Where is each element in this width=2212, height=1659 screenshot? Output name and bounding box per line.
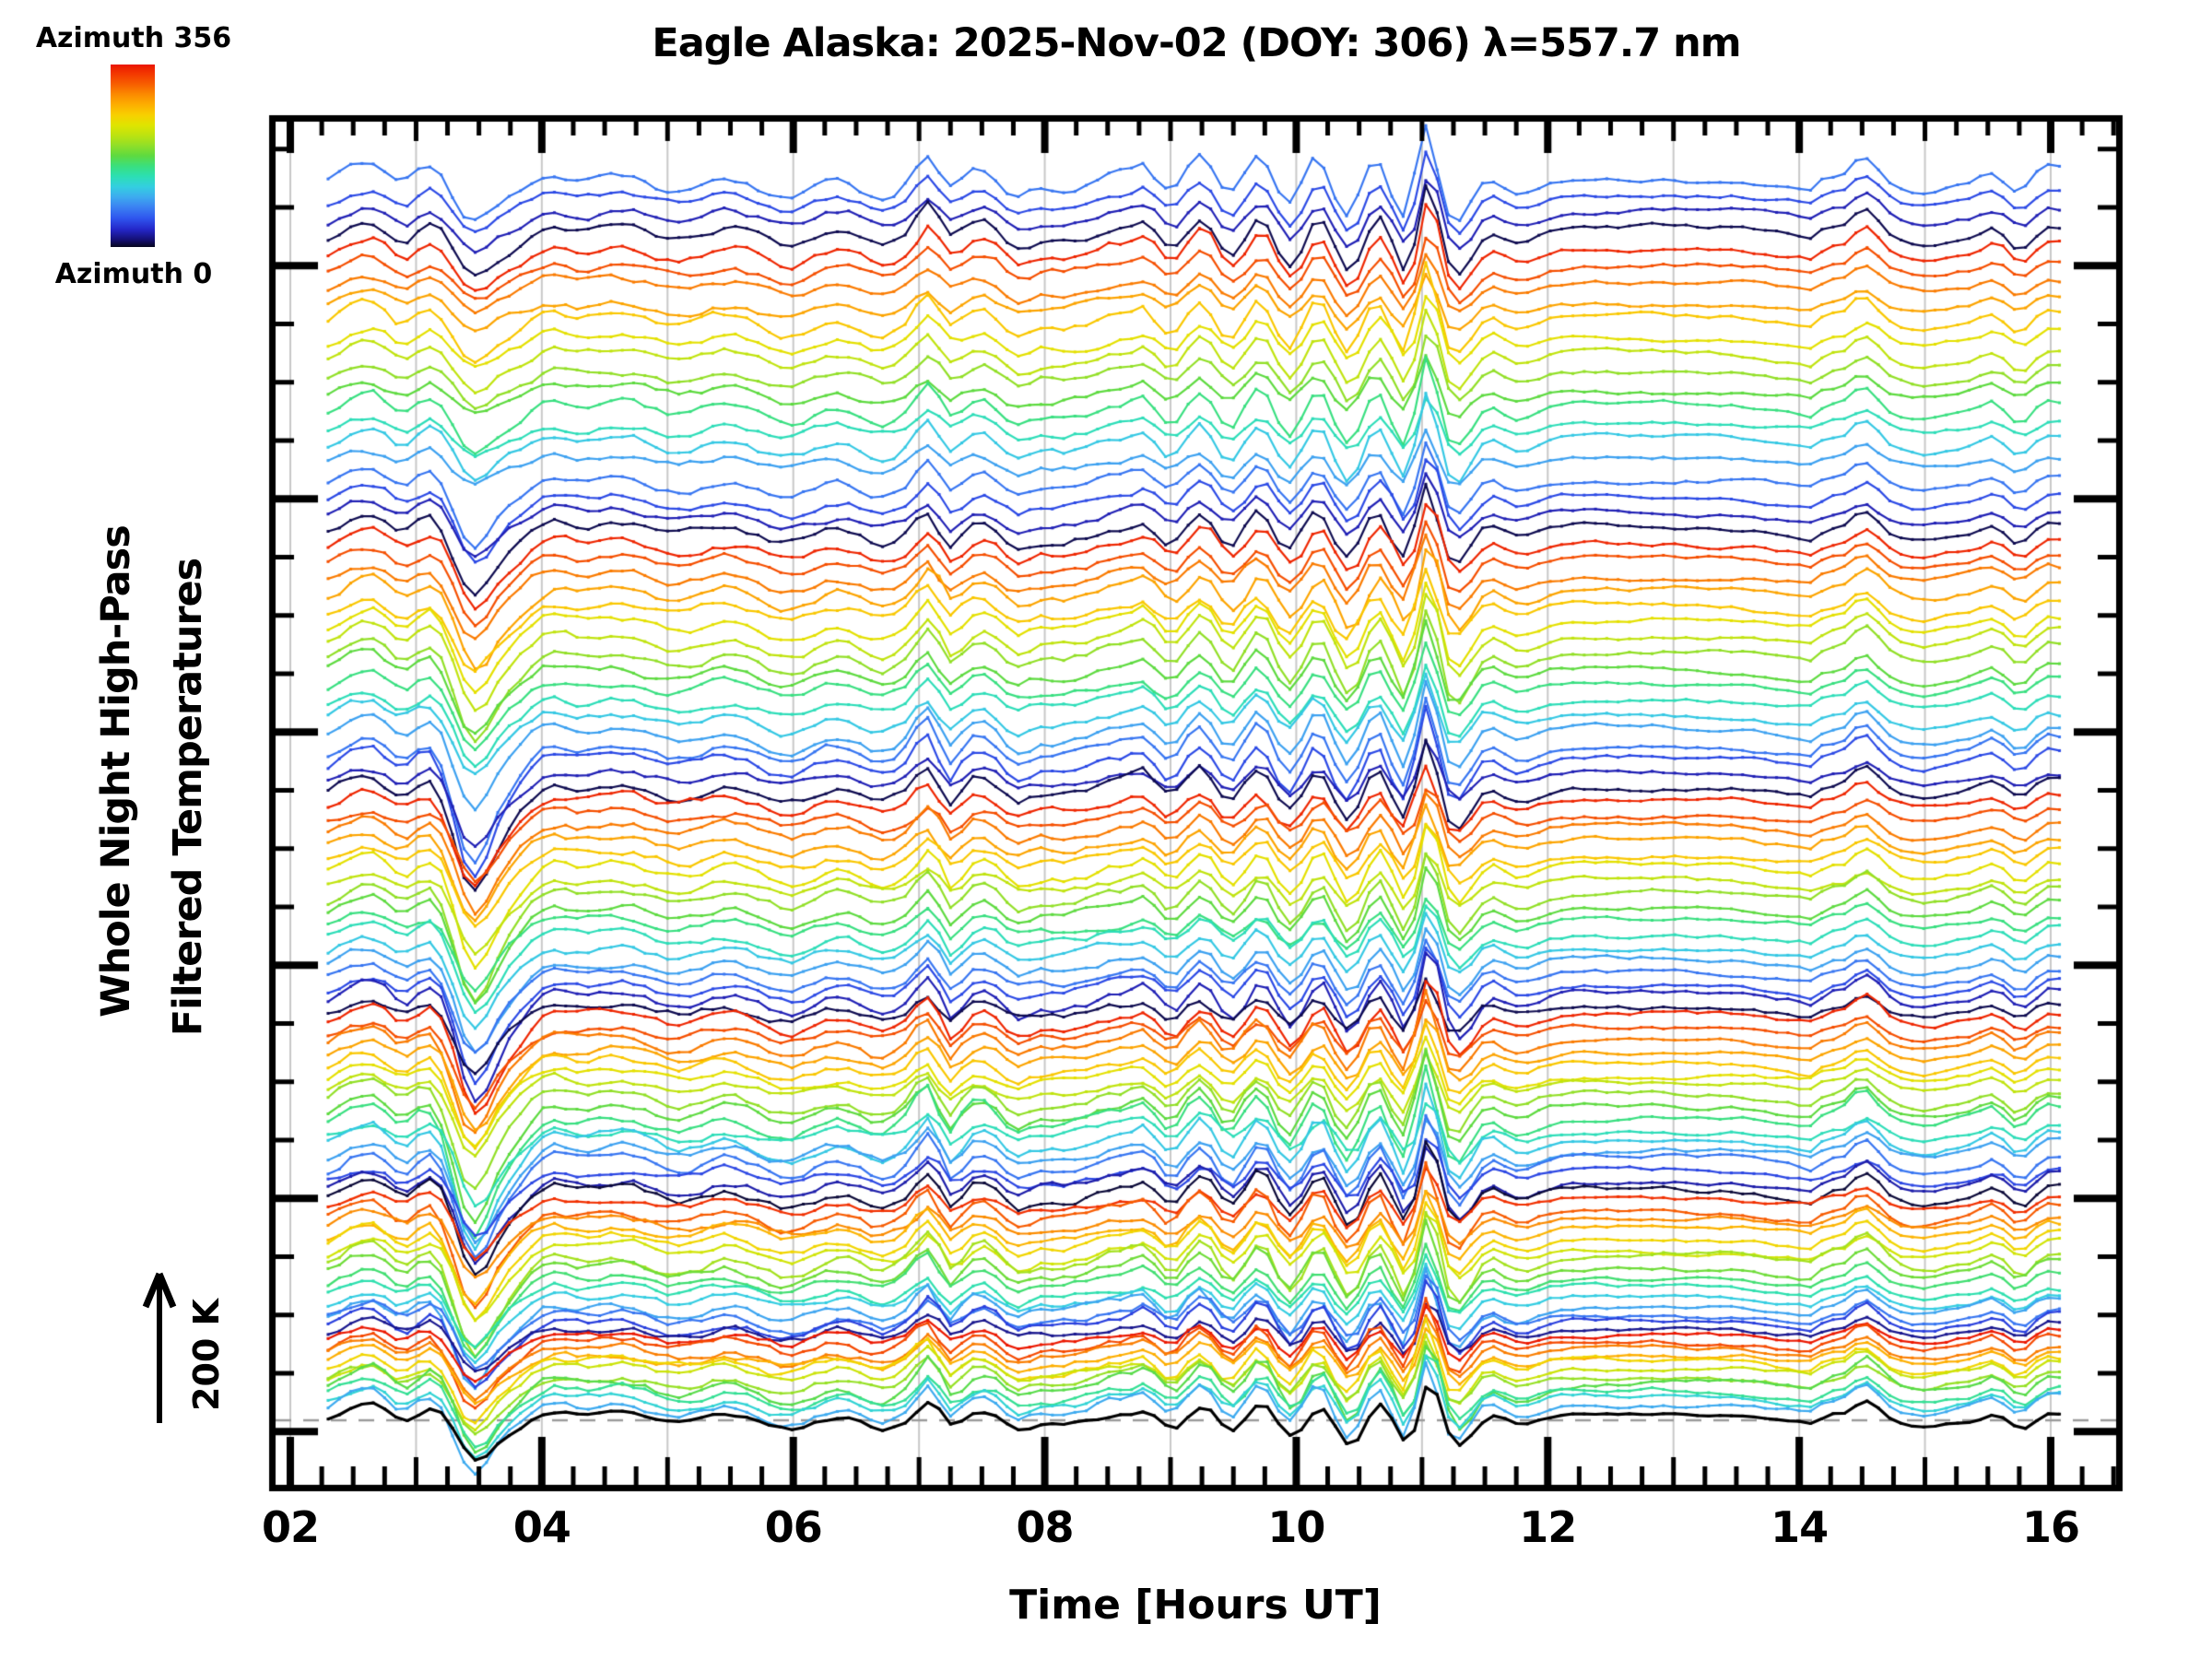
x-tick-label: 10 [1267, 1502, 1325, 1552]
y-axis-label-line1: Whole Night High-Pass [93, 525, 139, 1018]
x-tick-label: 12 [1519, 1502, 1577, 1552]
scale-arrow-icon [142, 1272, 177, 1423]
colorbar-min-label: Azimuth 0 [54, 258, 213, 290]
colorbar-max-label: Azimuth 356 [35, 22, 232, 54]
x-tick-label: 04 [512, 1502, 571, 1552]
scale-arrow-label: 200 K [186, 1299, 227, 1411]
x-tick-label: 14 [1771, 1502, 1829, 1552]
x-axis-label: Time [Hours UT] [1009, 1582, 1382, 1629]
x-tick-label: 08 [1016, 1502, 1075, 1552]
x-tick-label: 06 [764, 1502, 823, 1552]
x-tick-label: 16 [2021, 1502, 2080, 1552]
y-axis-label-line2: Filtered Temperatures [165, 558, 211, 1037]
azimuth-colorbar [111, 65, 155, 247]
page-title: Eagle Alaska: 2025-Nov-02 (DOY: 306) λ=5… [652, 20, 1741, 66]
x-tick-label: 02 [261, 1502, 320, 1552]
